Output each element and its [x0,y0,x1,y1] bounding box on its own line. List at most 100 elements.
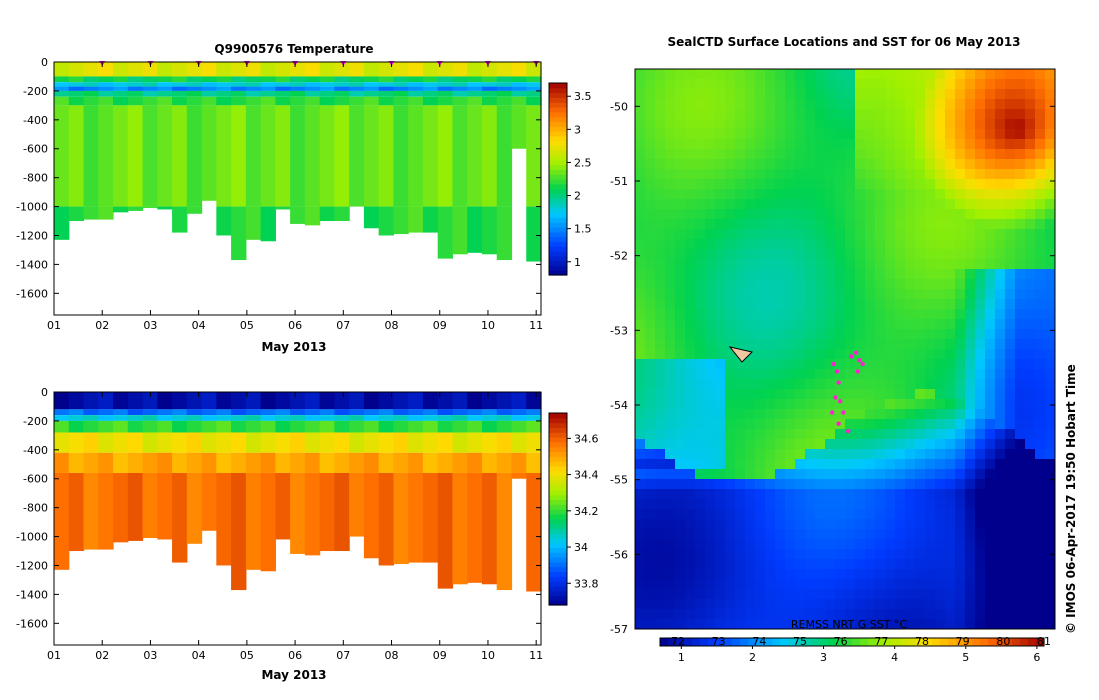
sst-cell [995,299,1006,310]
sst-cell [1035,509,1046,520]
sst-cell [735,289,746,300]
sst-cell [755,389,766,400]
sst-cell [645,199,656,210]
section-cell [511,415,527,421]
sst-cell [1045,599,1056,610]
sst-cell [755,619,766,630]
sst-cell [805,129,816,140]
sst-cell [1005,469,1016,480]
sst-cell [1045,609,1056,620]
sst-cell [675,239,686,250]
sst-cell [975,289,986,300]
sst-cell [935,409,946,420]
section-cell [334,76,350,83]
sst-cell [745,149,756,160]
sst-cell [695,109,706,120]
section-cell [363,409,380,416]
sst-cell [685,479,696,490]
sst-cell [1005,289,1016,300]
section-cell [172,86,188,91]
sst-cell [735,529,746,540]
sst-cell [985,159,996,170]
section-cell [275,96,291,106]
sst-cell [855,79,866,90]
sst-cell [965,269,976,280]
sst-cell [905,89,916,100]
sst-cell [1045,199,1056,210]
colorbar-segment [549,451,567,457]
sst-cell [675,89,686,100]
sst-cell [835,269,846,280]
salinity-section-panel: 01 02 03 04 05 06 07 08 09 10 110-200-400-600-800-… [16,386,598,682]
sst-cell [655,209,666,220]
ctd-location [860,361,865,367]
sst-cell [865,579,876,590]
sst-cell [1025,309,1036,320]
section-cell [422,82,439,87]
sst-cell [695,189,706,200]
sst-cell [785,69,796,80]
section-cell [172,420,188,433]
sst-cell [835,329,846,340]
sst-map-panel: SealCTD Surface Locations and SST for 06… [610,35,1078,664]
section-cell [157,432,173,453]
sst-cell [1025,319,1036,330]
sst-cell [795,469,806,480]
sst-cell [875,479,886,490]
sst-cell [925,409,936,420]
section-cell [408,452,424,473]
sst-cell [875,199,886,210]
sst-cell [1025,609,1036,620]
sst-cell [805,429,816,440]
sst-cell [985,609,996,620]
sst-cell [855,269,866,280]
section-cell [275,90,291,97]
sst-cell [655,79,666,90]
colorbar-segment [828,638,837,646]
sst-cell [665,199,676,210]
sst-cell [995,69,1006,80]
sst-cell [1045,539,1056,550]
section-cell [245,96,262,106]
sst-cell [925,269,936,280]
sst-cell [905,229,916,240]
colorbar-segment [740,638,749,646]
sst-cell [705,169,716,180]
sst-cell [955,209,966,220]
sst-cell [745,439,756,450]
sst-cell [1015,379,1026,390]
sst-cell [825,179,836,190]
section-cell [83,96,99,106]
sst-cell [735,599,746,610]
sst-cell [905,539,916,550]
sst-cell [775,509,786,520]
sst-cell [1045,329,1056,340]
section-cell [127,392,144,410]
sst-cell [925,359,936,370]
section-cell [393,206,409,235]
section-cell [452,420,468,433]
sst-cell [915,569,926,580]
section-cell [349,392,365,410]
sst-cell [885,119,896,130]
sst-cell [845,479,856,490]
sst-cell [745,479,756,490]
section-cell [363,452,380,473]
sst-cell [825,519,836,530]
sst-cell [975,499,986,510]
section-cell [467,420,483,433]
section-cell [142,86,158,91]
sst-cell [915,79,926,90]
sst-cell [775,319,786,330]
sst-cell [1015,299,1026,310]
sst-cell [725,69,736,80]
section-cell [260,90,276,97]
sst-cell [725,489,736,500]
section-cell [172,409,188,416]
sst-cell [695,79,706,90]
section-cell [496,206,513,261]
sst-cell [755,269,766,280]
sst-cell [715,319,726,330]
section-cell [275,392,291,410]
section-cell [467,452,483,473]
